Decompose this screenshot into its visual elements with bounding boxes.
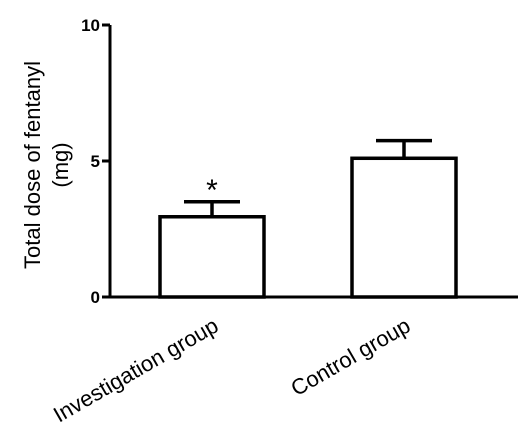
bar-1: [350, 156, 458, 299]
y-axis-label-line-1: Total dose of fentanyl: [20, 61, 45, 269]
bars-layer: *: [158, 138, 458, 299]
y-tick-label-2: 10: [81, 16, 100, 35]
significance-marker-0: *: [206, 174, 218, 207]
bar-0: [158, 215, 266, 299]
y-tick-label-0: 0: [91, 288, 100, 307]
y-axis-label-line-2: (mg): [48, 142, 73, 187]
x-category-label-group-0: Investigation group: [49, 313, 222, 428]
x-category-label-group-1: Control group: [287, 313, 415, 401]
y-tick-label-1: 5: [91, 152, 100, 171]
x-category-labels-layer: Investigation group Control group: [49, 313, 414, 428]
x-category-label-0: Investigation group: [49, 313, 222, 428]
x-category-label-1: Control group: [287, 313, 415, 401]
y-axis-label-group: Total dose of fentanyl (mg): [20, 61, 73, 269]
y-ticks-layer: 0 5 10: [81, 16, 110, 307]
